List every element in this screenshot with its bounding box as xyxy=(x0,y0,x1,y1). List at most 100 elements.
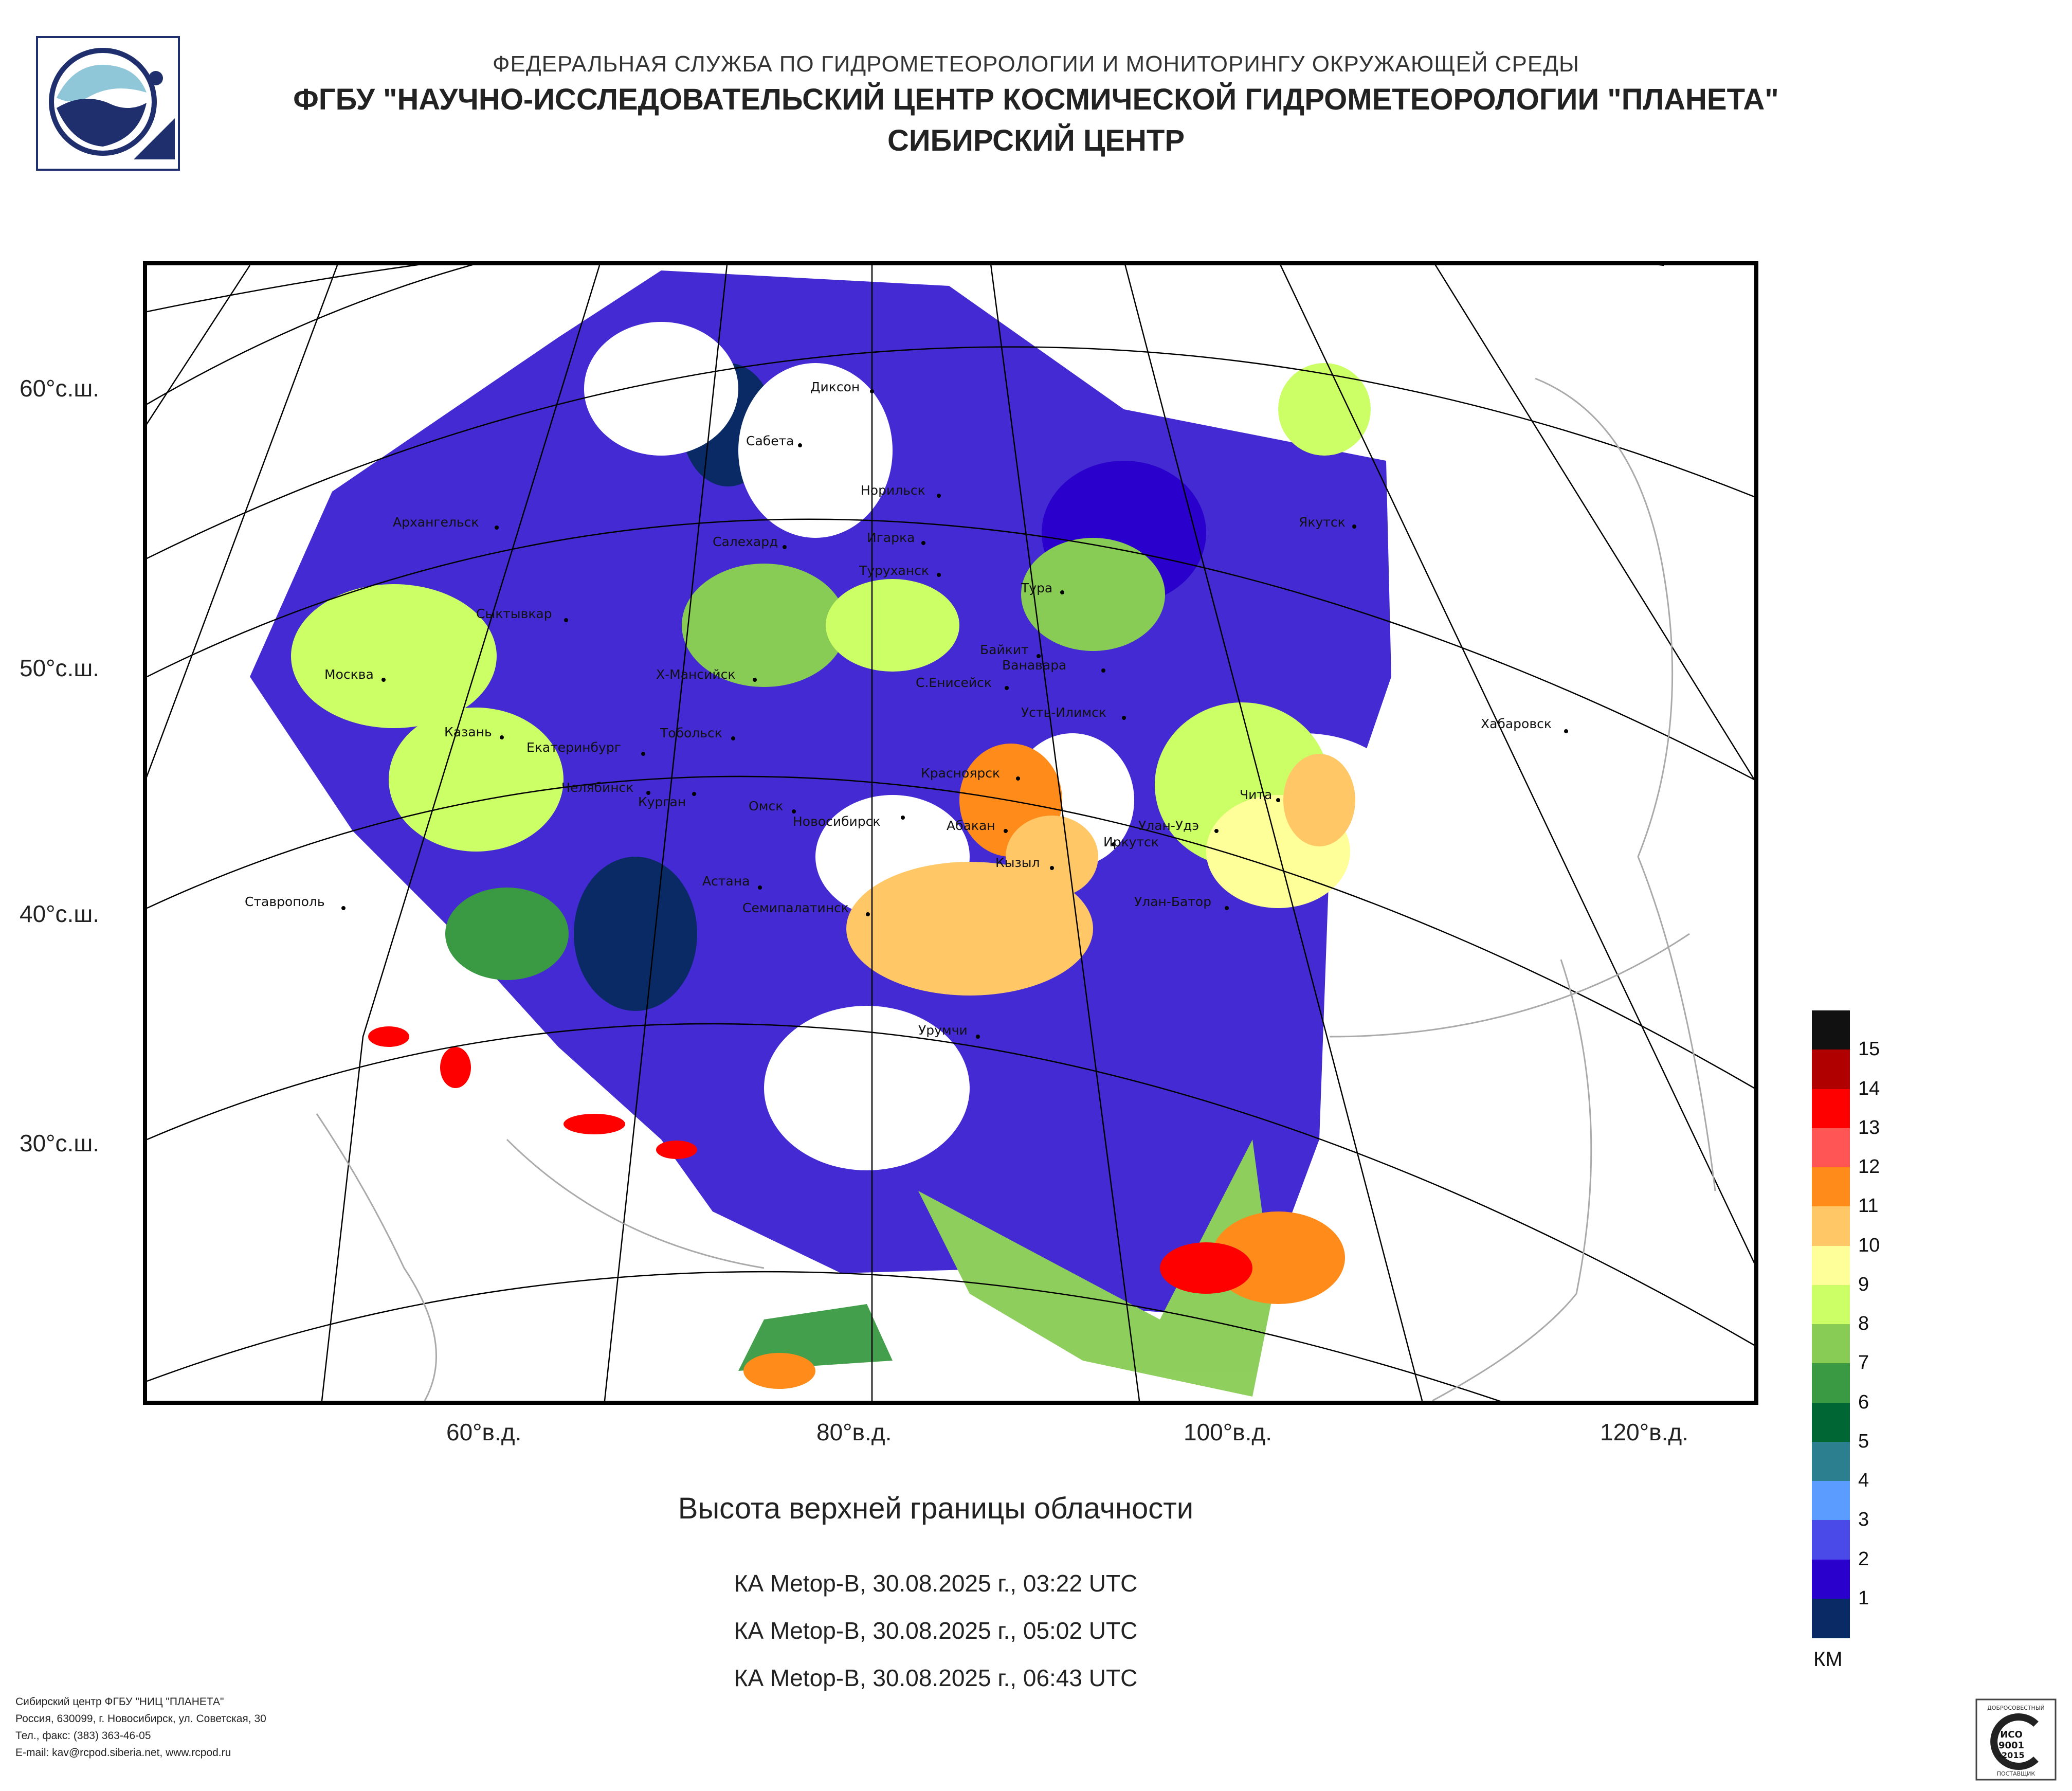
color-scale-segment xyxy=(1812,1167,1850,1207)
header-center: СИБИРСКИЙ ЦЕНТР xyxy=(887,124,1185,157)
coastlines xyxy=(316,377,1716,1401)
color-scale-level: 14 xyxy=(1858,1077,1880,1099)
color-scale-segment xyxy=(1812,1089,1850,1129)
color-scale-level: 13 xyxy=(1858,1116,1880,1138)
color-scale-level: 6 xyxy=(1858,1391,1869,1413)
lat-label-50: 50°с.ш. xyxy=(20,655,100,681)
city-label: Усть-Илимск xyxy=(1021,705,1106,720)
pass-3: КА Metop-B, 30.08.2025 г., 06:43 UTC xyxy=(734,1665,1138,1691)
product-title: Высота верхней границы облачности xyxy=(678,1492,1194,1525)
city-label: С.Енисейск xyxy=(916,675,992,690)
city-label: Туруханск xyxy=(859,563,929,578)
city-label: Якутск xyxy=(1299,515,1346,530)
city-label: Семипалатинск xyxy=(742,900,849,915)
city-label: Омск xyxy=(749,799,783,813)
planeta-logo xyxy=(36,36,180,171)
color-scale-segment xyxy=(1812,1324,1850,1364)
footer-address: Россия, 630099, г. Новосибирск, ул. Сове… xyxy=(15,1713,266,1725)
color-scale-segment xyxy=(1812,1559,1850,1599)
city-label: Ставрополь xyxy=(245,894,325,909)
city-label: Новосибирск xyxy=(793,814,881,829)
color-scale-segment xyxy=(1812,1285,1850,1325)
color-scale-segment xyxy=(1812,1520,1850,1560)
city-label: Байкит xyxy=(980,642,1029,657)
lon-label-120: 120°в.д. xyxy=(1600,1419,1688,1445)
color-scale-level: 10 xyxy=(1858,1234,1880,1256)
pass-1: КА Metop-B, 30.08.2025 г., 03:22 UTC xyxy=(734,1570,1138,1597)
color-scale-level: 9 xyxy=(1858,1273,1869,1295)
color-scale-segment xyxy=(1812,1245,1850,1286)
color-scale-segment xyxy=(1812,1481,1850,1521)
high-cloud-west xyxy=(368,1026,697,1159)
iso-badge-l2: 9001 xyxy=(1998,1740,2024,1751)
city-label: Екатеринбург xyxy=(526,740,621,755)
cloud-top-height-map: Диксон Сабета Норильск Якутск Архангельс… xyxy=(143,261,1758,1405)
lat-label-60: 60°с.ш. xyxy=(20,375,100,402)
color-scale-segment xyxy=(1812,1441,1850,1481)
lon-label-80: 80°в.д. xyxy=(816,1419,892,1445)
iso-badge-l1: ИСО xyxy=(2000,1729,2023,1740)
pass-2: КА Metop-B, 30.08.2025 г., 05:02 UTC xyxy=(734,1617,1138,1644)
color-scale-level: 7 xyxy=(1858,1352,1869,1374)
color-scale-segment xyxy=(1812,1598,1850,1638)
city-label: Чита xyxy=(1240,787,1272,802)
city-label: Игарка xyxy=(867,530,915,545)
city-label: Салехард xyxy=(713,534,778,549)
city-label: Норильск xyxy=(861,483,925,498)
city-label: Астана xyxy=(702,874,750,889)
color-scale-level: 3 xyxy=(1858,1509,1869,1531)
city-label: Сабета xyxy=(746,433,794,448)
color-scale-segment xyxy=(1812,1363,1850,1403)
lat-label-40: 40°с.ш. xyxy=(20,900,100,927)
city-label: Челябинск xyxy=(561,780,633,795)
city-label: Сыктывкар xyxy=(476,606,552,621)
color-scale-level: 4 xyxy=(1858,1470,1869,1491)
city-label: Кызыл xyxy=(995,855,1040,870)
city-label: Москва xyxy=(324,667,374,682)
iso-badge: ДОБРОСОВЕСТНЫЙ ИСО 9001 -2015 ПОСТАВЩИК xyxy=(1975,1698,2057,1781)
city-label: Х-Мансийск xyxy=(656,667,735,682)
city-label: Курган xyxy=(638,794,686,809)
lon-label-100: 100°в.д. xyxy=(1184,1419,1272,1445)
color-scale-level: 15 xyxy=(1858,1038,1880,1060)
color-scale-level: 2 xyxy=(1858,1548,1869,1570)
footer-email: E-mail: kav@rcpod.siberia.net, www.rcpod… xyxy=(15,1747,231,1759)
color-scale-segment xyxy=(1812,1402,1850,1442)
color-scale-segment xyxy=(1812,1128,1850,1168)
color-scale-level: 8 xyxy=(1858,1313,1869,1334)
color-scale-segment xyxy=(1812,1010,1850,1051)
city-label: Тобольск xyxy=(660,726,722,740)
color-scale-level: 12 xyxy=(1858,1156,1880,1178)
city-label: Улан-Батор xyxy=(1134,894,1211,909)
color-scale-level: 5 xyxy=(1858,1430,1869,1452)
color-scale-level: 1 xyxy=(1858,1587,1869,1609)
cloud-patches xyxy=(291,322,1407,1389)
lat-label-30: 30°с.ш. xyxy=(20,1130,100,1156)
city-markers: Диксон Сабета Норильск Якутск Архангельс… xyxy=(245,379,1568,1039)
city-label: Улан-Удэ xyxy=(1138,818,1199,833)
color-scale-segment xyxy=(1812,1206,1850,1246)
city-label: Ванавара xyxy=(1002,658,1066,673)
color-scale-level: 11 xyxy=(1858,1195,1879,1217)
city-label: Абакан xyxy=(947,818,995,833)
lon-label-60: 60°в.д. xyxy=(446,1419,522,1445)
city-label: Архангельск xyxy=(393,515,479,530)
city-label: Урумчи xyxy=(918,1023,968,1038)
graticule xyxy=(147,265,1754,1401)
iso-badge-top: ДОБРОСОВЕСТНЫЙ xyxy=(1987,1705,2045,1711)
color-scale-segment xyxy=(1812,1050,1850,1090)
color-scale-bar xyxy=(1812,1010,1850,1638)
iso-badge-bottom: ПОСТАВЩИК xyxy=(1997,1770,2035,1777)
iso-badge-l3: -2015 xyxy=(1998,1750,2024,1760)
footer-phone: Тел., факс: (383) 363-46-05 xyxy=(15,1730,151,1742)
city-label: Диксон xyxy=(810,379,860,394)
city-label: Тура xyxy=(1021,581,1052,595)
city-label: Казань xyxy=(444,725,492,739)
city-label: Хабаровск xyxy=(1481,716,1552,731)
footer-org: Сибирский центр ФГБУ "НИЦ "ПЛАНЕТА" xyxy=(15,1696,224,1708)
city-label: Красноярск xyxy=(921,766,1000,781)
color-scale-unit: КМ xyxy=(1813,1648,1843,1671)
header-institute: ФГБУ "НАУЧНО-ИССЛЕДОВАТЕЛЬСКИЙ ЦЕНТР КОС… xyxy=(293,83,1779,116)
city-label: Иркутск xyxy=(1103,835,1159,849)
header-agency: ФЕДЕРАЛЬНАЯ СЛУЖБА ПО ГИДРОМЕТЕОРОЛОГИИ … xyxy=(493,51,1579,77)
